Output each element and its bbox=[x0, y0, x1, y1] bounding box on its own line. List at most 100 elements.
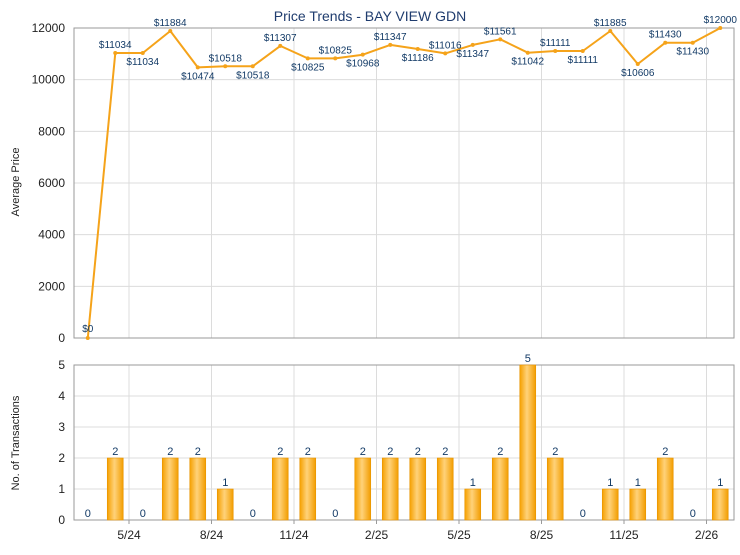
price-point bbox=[168, 28, 173, 33]
price-y-tick-label: 12000 bbox=[32, 21, 66, 35]
price-y-ticks: 0 2000 4000 6000 8000 10000 12000 bbox=[32, 21, 66, 345]
transactions-bar bbox=[354, 457, 372, 521]
price-data-label: $11186 bbox=[402, 53, 434, 64]
transactions-count-label: 0 bbox=[332, 508, 338, 520]
price-grid bbox=[74, 27, 734, 339]
price-point bbox=[580, 48, 585, 53]
transactions-y-ticks: 0 1 2 3 4 5 bbox=[58, 358, 65, 527]
transactions-bar bbox=[464, 488, 482, 521]
transactions-bar bbox=[189, 457, 207, 521]
transactions-count-label: 0 bbox=[140, 508, 146, 520]
price-point bbox=[690, 40, 695, 45]
transactions-count-label: 2 bbox=[387, 446, 393, 458]
chart-title: Price Trends - BAY VIEW GDN bbox=[274, 8, 466, 24]
x-tick-label: 8/25 bbox=[530, 528, 554, 542]
price-data-label: $11111 bbox=[568, 55, 599, 66]
price-point bbox=[388, 42, 393, 47]
price-point bbox=[553, 48, 558, 53]
price-point bbox=[140, 50, 145, 55]
x-tick-label: 5/25 bbox=[447, 528, 471, 542]
price-data-label: $11016 bbox=[429, 40, 462, 51]
price-point bbox=[360, 52, 365, 57]
transactions-count-label: 2 bbox=[415, 446, 421, 458]
transactions-y-tick-label: 1 bbox=[58, 482, 65, 496]
transactions-bar bbox=[381, 457, 399, 521]
price-point bbox=[663, 40, 668, 45]
x-tick-label: 11/24 bbox=[279, 528, 308, 542]
price-point bbox=[250, 64, 255, 69]
transactions-bar bbox=[519, 364, 537, 521]
transactions-bar bbox=[601, 488, 619, 521]
price-data-label: $11884 bbox=[154, 18, 187, 29]
price-data-label: $0 bbox=[82, 324, 94, 335]
price-y-tick-label: 6000 bbox=[38, 176, 65, 190]
price-data-label: $11430 bbox=[676, 47, 709, 58]
price-data-label: $10825 bbox=[291, 62, 325, 73]
price-point bbox=[305, 56, 310, 61]
transactions-count-label: 1 bbox=[470, 477, 476, 489]
transactions-count-label: 2 bbox=[662, 446, 668, 458]
price-y-tick-label: 10000 bbox=[32, 73, 66, 87]
transactions-count-label: 2 bbox=[360, 446, 366, 458]
transactions-y-tick-label: 4 bbox=[58, 389, 65, 403]
x-tick-label: 5/24 bbox=[117, 528, 141, 542]
transactions-bar bbox=[656, 457, 674, 521]
price-data-label: $11034 bbox=[126, 57, 159, 68]
price-data-label: $11111 bbox=[540, 38, 571, 49]
price-data-label: $10518 bbox=[209, 53, 243, 64]
x-tick-label: 2/26 bbox=[695, 528, 719, 542]
price-point bbox=[608, 28, 613, 33]
price-data-label: $12000 bbox=[704, 15, 738, 26]
price-data-label: $10606 bbox=[621, 68, 655, 79]
price-data-label: $11347 bbox=[374, 32, 407, 43]
transactions-bar bbox=[161, 457, 179, 521]
transactions-count-labels: 0 2 0 2 2 1 0 2 2 0 2 2 2 2 1 2 5 2 0 1 1 2 0 1 bbox=[85, 353, 724, 520]
price-y-axis-label: Average Price bbox=[10, 148, 22, 217]
transactions-y-tick-label: 0 bbox=[58, 513, 65, 527]
transactions-bar bbox=[216, 488, 234, 521]
transactions-count-label: 2 bbox=[112, 446, 118, 458]
price-data-label: $10518 bbox=[236, 70, 270, 81]
price-data-label: $11561 bbox=[484, 26, 517, 37]
price-point bbox=[443, 51, 448, 56]
transactions-plot-border bbox=[73, 364, 735, 521]
price-data-label: $11347 bbox=[456, 49, 489, 60]
transactions-bars bbox=[106, 364, 729, 521]
price-point bbox=[415, 47, 420, 52]
price-data-label: $10474 bbox=[181, 71, 215, 82]
transactions-count-label: 2 bbox=[552, 446, 558, 458]
price-data-labels: $0 $11034 $11034 $11884 $10474 $10518 $10518 $1… bbox=[82, 15, 737, 340]
transactions-count-label: 0 bbox=[580, 508, 586, 520]
transactions-bar bbox=[299, 457, 317, 521]
price-series bbox=[86, 27, 721, 339]
price-series-line bbox=[86, 27, 721, 339]
price-plot-border bbox=[73, 27, 735, 339]
price-point bbox=[525, 50, 530, 55]
transactions-count-label: 2 bbox=[277, 446, 283, 458]
x-tick-label: 8/24 bbox=[200, 528, 224, 542]
transactions-bar bbox=[409, 457, 427, 521]
price-point bbox=[498, 37, 503, 42]
price-data-label: $10825 bbox=[319, 45, 353, 56]
transactions-count-label: 0 bbox=[85, 508, 91, 520]
transactions-count-label: 2 bbox=[167, 446, 173, 458]
price-y-tick-label: 2000 bbox=[38, 279, 65, 293]
price-point bbox=[85, 336, 90, 340]
price-point bbox=[470, 42, 475, 47]
price-point bbox=[333, 56, 338, 61]
transactions-count-label: 1 bbox=[607, 477, 613, 489]
price-data-label: $10968 bbox=[346, 59, 380, 70]
transactions-count-label: 5 bbox=[525, 353, 531, 365]
price-point bbox=[113, 50, 118, 55]
transactions-bar bbox=[629, 488, 647, 521]
transactions-y-tick-label: 2 bbox=[58, 451, 65, 465]
transactions-count-label: 2 bbox=[195, 446, 201, 458]
price-data-label: $11885 bbox=[594, 18, 627, 29]
transactions-bar bbox=[271, 457, 289, 521]
price-y-tick-label: 8000 bbox=[38, 124, 65, 138]
transactions-bar bbox=[711, 488, 729, 521]
price-point bbox=[278, 43, 283, 48]
price-data-label: $11034 bbox=[99, 40, 132, 51]
price-plot-frame bbox=[73, 27, 735, 339]
